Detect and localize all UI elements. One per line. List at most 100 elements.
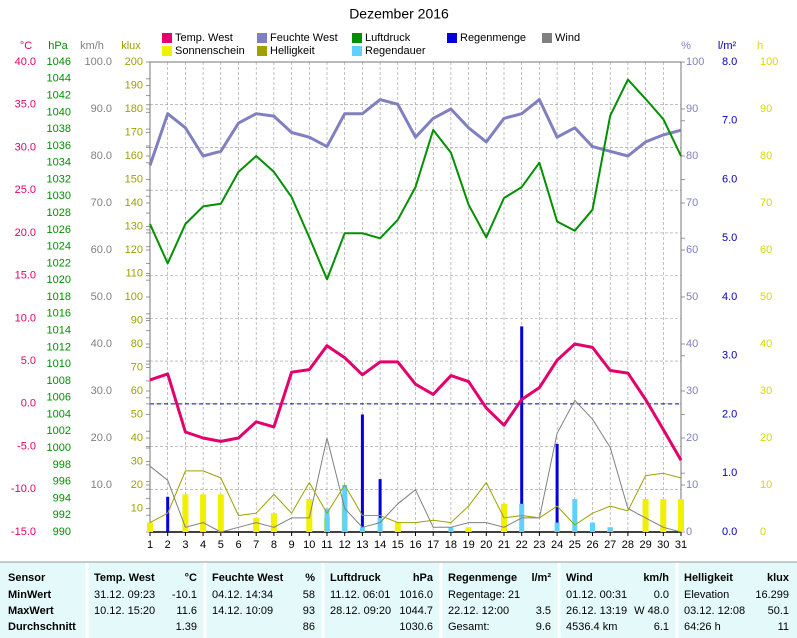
legend-swatch xyxy=(352,46,362,56)
bar xyxy=(607,527,613,532)
bar xyxy=(660,499,667,532)
y-tick-label: 20 xyxy=(686,432,698,444)
y-tick-label: 60 xyxy=(760,244,772,256)
x-tick-label: 8 xyxy=(271,539,277,551)
y-tick-label: 40 xyxy=(131,432,143,444)
cell-left: 03.12. 12:08 xyxy=(684,605,745,617)
y-tick-label: 1032 xyxy=(47,173,71,185)
y-tick-label: 170 xyxy=(125,126,143,138)
cell-left: Gesamt: xyxy=(448,621,490,633)
y-tick-label: 1008 xyxy=(47,375,71,387)
y-tick-label: 1046 xyxy=(47,56,71,68)
y-tick-label: 1040 xyxy=(47,106,71,118)
cell-left: 22.12. 12:00 xyxy=(448,605,509,617)
y-tick-label: 10 xyxy=(686,479,698,491)
legend-swatch xyxy=(257,46,267,56)
y-tick-label: 80.0 xyxy=(91,150,112,162)
y-tick-label: 1044 xyxy=(47,73,71,85)
y-tick-label: 5.0 xyxy=(21,355,36,367)
x-tick-label: 7 xyxy=(253,539,259,551)
y-tick-label: 35.0 xyxy=(15,99,36,111)
y-tick-label: 60.0 xyxy=(91,244,112,256)
x-tick-label: 3 xyxy=(182,539,188,551)
x-tick-label: 21 xyxy=(498,539,510,551)
cell-left: 28.12. 09:20 xyxy=(330,605,391,617)
y-tick-label: 20 xyxy=(131,479,143,491)
cell-right: 1016.0 xyxy=(399,589,433,601)
y-tick-label: 80 xyxy=(760,150,772,162)
row-label: MaxWert xyxy=(8,605,54,617)
y-tick-label: 1030 xyxy=(47,190,71,202)
y-tick-label: 90 xyxy=(131,314,143,326)
cell-left: 01.12. 00:31 xyxy=(566,589,627,601)
x-tick-label: 20 xyxy=(480,539,492,551)
y-tick-label: 50 xyxy=(760,291,772,303)
legend-label: Regenmenge xyxy=(460,32,526,44)
y-tick-label: 0 xyxy=(686,526,692,538)
x-tick-label: 12 xyxy=(339,539,351,551)
y-tick-label: 1028 xyxy=(47,207,71,219)
bar xyxy=(590,522,595,532)
row-label: MinWert xyxy=(8,589,52,601)
cell-right: 50.1 xyxy=(768,605,789,617)
cell-right: 58 xyxy=(303,589,315,601)
cell-left: 31.12. 09:23 xyxy=(94,589,155,601)
y-tick-label: 150 xyxy=(125,173,143,185)
cell-left: Temp. West xyxy=(94,572,155,584)
row-label: Durchschnitt xyxy=(8,621,76,633)
y-tick-label: 50.0 xyxy=(91,291,112,303)
y-tick-label: 200 xyxy=(125,56,143,68)
y-tick-label: 10 xyxy=(760,479,772,491)
y-tick-label: 1018 xyxy=(47,291,71,303)
y-tick-label: 20 xyxy=(760,432,772,444)
cell-left: 14.12. 10:09 xyxy=(212,605,273,617)
y-tick-label: 130 xyxy=(125,220,143,232)
y-tick-label: 0 xyxy=(760,526,766,538)
cell-left: 11.12. 06:01 xyxy=(330,589,390,601)
y-tick-label: 40.0 xyxy=(91,338,112,350)
y-tick-label: 1034 xyxy=(47,157,71,169)
x-tick-label: 23 xyxy=(533,539,545,551)
y-tick-label: 990 xyxy=(53,526,71,538)
bar xyxy=(678,499,684,532)
y-tick-label: 10 xyxy=(131,502,143,514)
cell-left: 26.12. 13:19 xyxy=(566,605,627,617)
y-tick-label: 1022 xyxy=(47,257,71,269)
y-tick-label: 3.0 xyxy=(722,350,737,362)
y-tick-label: 994 xyxy=(53,492,71,504)
cell-right: klux xyxy=(767,572,790,584)
bar xyxy=(377,517,383,532)
legend-swatch xyxy=(257,33,267,43)
bar xyxy=(465,527,472,532)
y-tick-label: 8.0 xyxy=(722,56,737,68)
y-tick-label: 1004 xyxy=(47,408,71,420)
y-tick-label: 10.0 xyxy=(15,312,36,324)
x-tick-label: 14 xyxy=(374,539,386,551)
y-tick-label: 100 xyxy=(760,56,778,68)
y-tick-label: 90 xyxy=(760,103,772,115)
x-tick-label: 24 xyxy=(551,539,563,551)
y-tick-label: 5.0 xyxy=(722,232,737,244)
legend-label: Temp. West xyxy=(175,32,233,44)
bar xyxy=(448,527,454,532)
y-tick-label: 998 xyxy=(53,459,71,471)
y-tick-label: 160 xyxy=(125,150,143,162)
y-tick-label: 30 xyxy=(686,385,698,397)
y-tick-label: 0.0 xyxy=(21,398,36,410)
y-tick-label: 30 xyxy=(760,385,772,397)
y-tick-label: 0.0 xyxy=(722,526,737,538)
y-tick-label: 2.0 xyxy=(722,408,737,420)
cell-right: 1030.6 xyxy=(399,621,433,633)
y-tick-label: 25.0 xyxy=(15,184,36,196)
x-tick-label: 26 xyxy=(586,539,598,551)
x-tick-label: 27 xyxy=(604,539,616,551)
x-tick-label: 2 xyxy=(165,539,171,551)
cell-right: W 48.0 xyxy=(634,605,669,617)
cell-right: 3.5 xyxy=(536,605,551,617)
legend-swatch xyxy=(447,33,457,43)
cell-left: Elevation xyxy=(684,589,729,601)
y-tick-label: 60 xyxy=(686,244,698,256)
y-tick-label: 992 xyxy=(53,509,71,521)
y-tick-label: 110 xyxy=(125,267,143,279)
legend-swatch xyxy=(352,33,362,43)
